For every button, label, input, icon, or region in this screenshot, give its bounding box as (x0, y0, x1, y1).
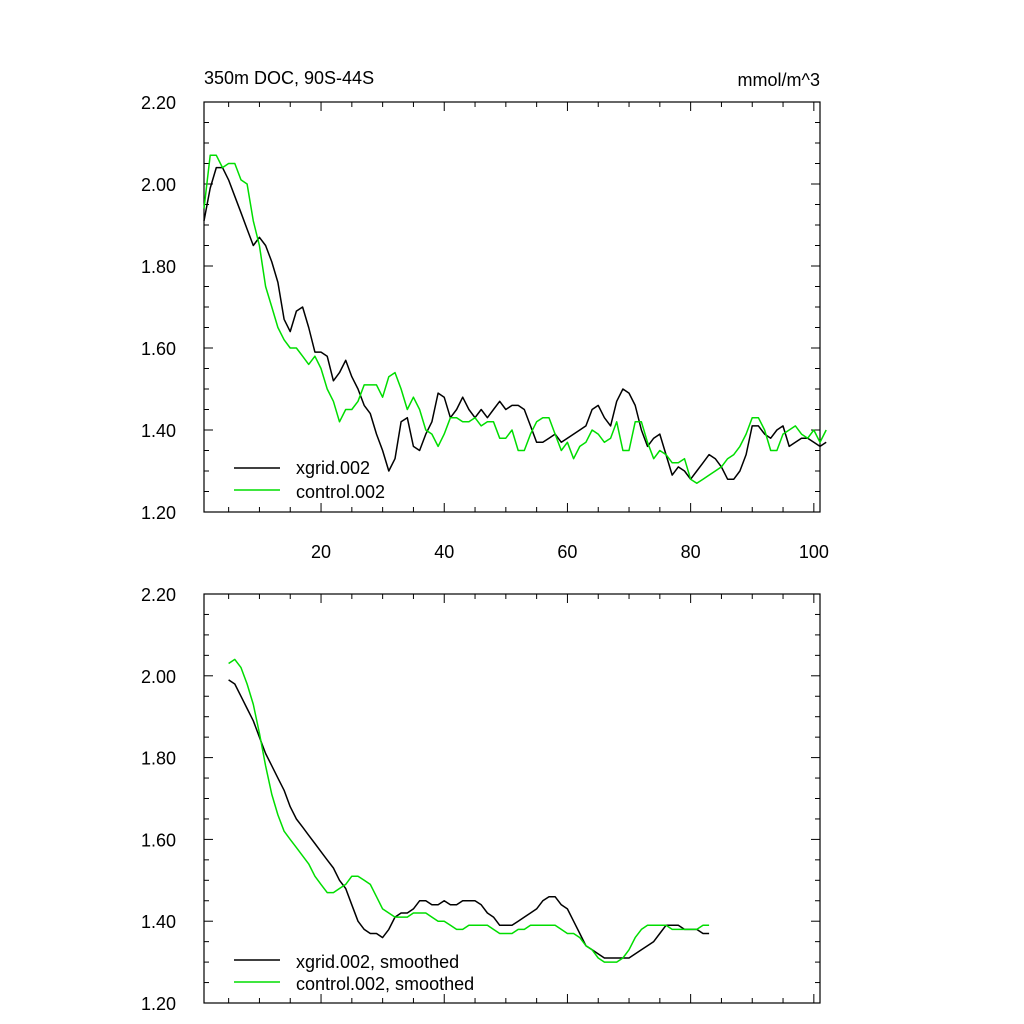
legend: xgrid.002, smoothed control.002, smoothe… (234, 952, 474, 994)
top-panel: 350m DOC, 90S-44S mmol/m^3 1.201.401.601… (141, 68, 829, 562)
y-tick-label: 1.20 (141, 503, 176, 523)
y-tick-label: 1.60 (141, 830, 176, 850)
y-tick-label: 1.60 (141, 339, 176, 359)
plot-frame (203, 593, 821, 1004)
y-tick-label: 1.40 (141, 421, 176, 441)
x-tick-label: 80 (681, 542, 701, 562)
y-tick-label: 2.20 (141, 585, 176, 605)
legend-label-control-smoothed: control.002, smoothed (296, 974, 474, 994)
y-tick-label: 1.80 (141, 257, 176, 277)
axes: 1.20 1.40 1.60 1.80 2.00 2.20 (141, 585, 821, 1014)
x-tick-label: 100 (799, 542, 829, 562)
chart-title: 350m DOC, 90S-44S (204, 68, 374, 88)
y-tick-label: 1.20 (141, 994, 176, 1014)
y-tick-label: 2.00 (141, 667, 176, 687)
legend-label-xgrid-smoothed: xgrid.002, smoothed (296, 952, 459, 972)
x-tick-label: 60 (557, 542, 577, 562)
y-tick-label: 1.40 (141, 912, 176, 932)
y-tick-label: 1.80 (141, 749, 176, 769)
legend-label-control: control.002 (296, 482, 385, 502)
legend-label-xgrid: xgrid.002 (296, 458, 370, 478)
bottom-panel: 1.20 1.40 1.60 1.80 2.00 2.20 xgrid.002, smoo… (141, 585, 821, 1014)
units-label: mmol/m^3 (738, 70, 820, 90)
series-lines (203, 154, 827, 485)
y-tick-label: 2.00 (141, 175, 176, 195)
legend: xgrid.002 control.002 (234, 458, 385, 502)
series-lines (228, 658, 710, 963)
series-line-control-002 (203, 154, 827, 485)
series-line-control-002-smoothed (228, 658, 710, 963)
x-tick-label: 40 (434, 542, 454, 562)
x-tick-label: 20 (311, 542, 331, 562)
series-line-xgrid-002 (203, 166, 827, 480)
y-tick-label: 2.20 (141, 93, 176, 113)
series-line-xgrid-002-smoothed (228, 679, 710, 959)
axes: 1.20 1.40 1.60 1.80 2.00 2.20 20 40 60 80 100 (141, 93, 829, 562)
plot-frame (203, 101, 821, 513)
